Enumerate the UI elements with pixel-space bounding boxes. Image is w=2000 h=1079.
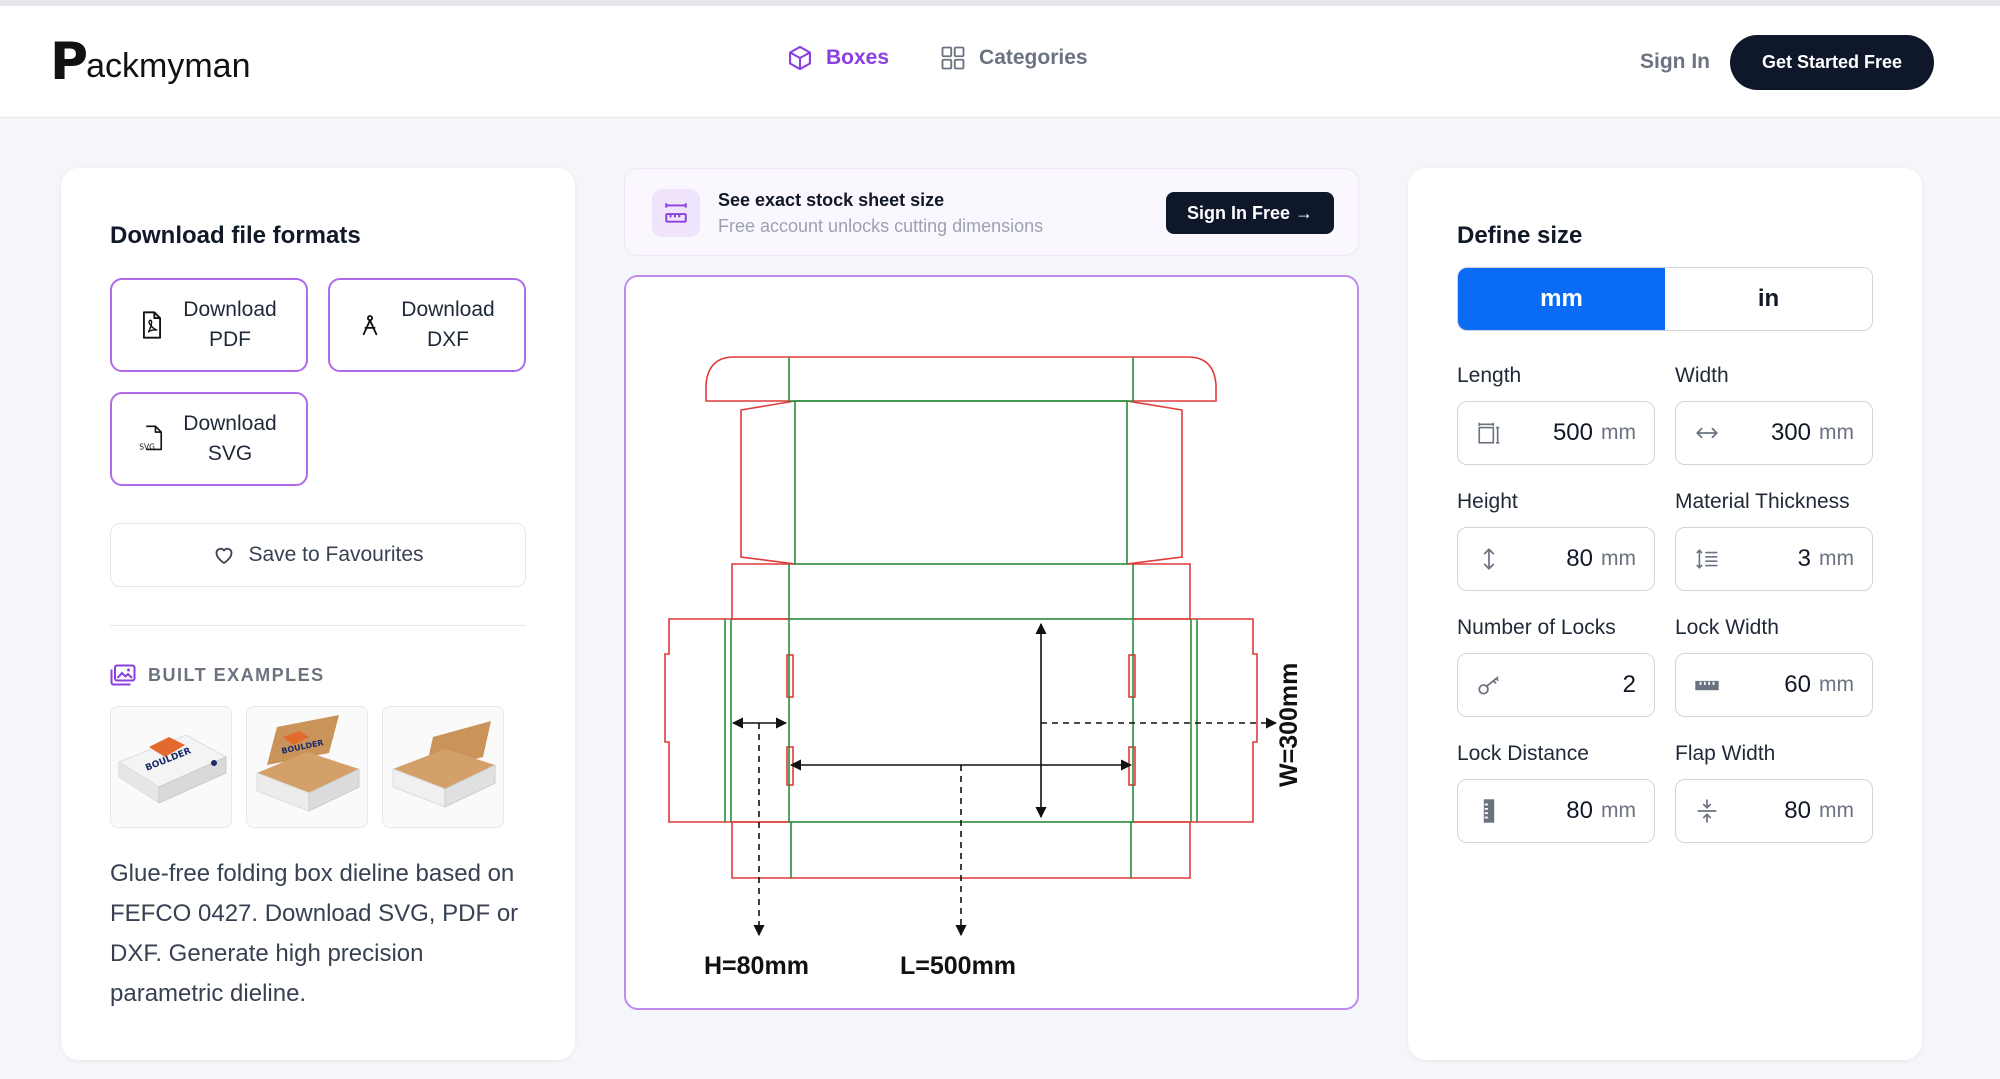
length-label: Length [1457,364,1522,387]
flap-width-unit: mm [1819,799,1854,822]
cube-icon [789,45,811,71]
nav-categories-label: Categories [979,46,1088,69]
width-value: 300 [1770,419,1811,446]
ruler-icon [1695,680,1719,691]
unit-in-option[interactable]: in [1665,268,1872,330]
length-icon [1478,422,1500,444]
open-box-image [392,721,496,808]
vertical-ruler-icon [1483,799,1495,823]
height-unit: mm [1601,547,1636,570]
height-input[interactable]: 80 mm [1457,527,1655,591]
logo[interactable]: P ackmyman [50,32,251,92]
length-dimension-label: L=500mm [900,952,1016,980]
download-svg-label: Download SVG [183,412,277,465]
example-thumbnail[interactable]: BOULDER [110,706,232,828]
define-size-card: Define size mm in Length 500 mm Width 30… [1408,168,1922,1060]
locks-input[interactable]: 2 [1457,653,1655,717]
height-dimension-label: H=80mm [704,952,809,980]
download-svg-button[interactable]: SVG Download SVG [110,392,308,486]
lock-width-label: Lock Width [1675,616,1779,639]
built-examples-label: BUILT EXAMPLES [148,664,325,685]
save-favourites-button[interactable]: Save to Favourites [110,523,526,587]
gallery-icon [110,664,136,686]
nav-categories[interactable]: Categories [939,44,1088,72]
thickness-label: Material Thickness [1675,490,1850,513]
main-nav: Boxes Categories [786,44,1088,72]
vertical-arrows-icon [1483,548,1495,570]
lock-width-input[interactable]: 60 mm [1675,653,1873,717]
dimension-lines [731,622,1278,937]
banner-subtitle: Free account unlocks cutting dimensions [718,216,1044,236]
height-label: Height [1457,490,1518,513]
open-box-image: BOULDER [256,715,360,812]
save-favourites-label: Save to Favourites [248,543,424,566]
flap-width-input[interactable]: 80 mm [1675,779,1873,843]
width-dimension-label: W=300mm [1275,663,1303,787]
divider [110,625,526,626]
horizontal-arrows-icon [1696,427,1718,439]
thickness-input[interactable]: 3 mm [1675,527,1873,591]
unit-mm-option[interactable]: mm [1458,268,1665,330]
lock-distance-input[interactable]: 80 mm [1457,779,1655,843]
heart-icon [216,547,233,564]
download-dxf-button[interactable]: Download DXF [328,278,526,372]
example-thumbnail[interactable] [382,706,504,828]
key-icon [1478,676,1499,695]
dieline-drawing: H=80mm L=500mm W=300mm [664,356,1303,980]
download-dxf-label: Download DXF [401,298,495,351]
locks-label: Number of Locks [1457,616,1616,639]
line-height-icon [1696,549,1718,569]
sign-in-link[interactable]: Sign In [1640,50,1710,73]
split-vertical-icon [1697,799,1717,823]
built-examples-heading: BUILT EXAMPLES [110,664,325,686]
logo-mark: P [50,32,89,92]
pdf-file-icon [143,311,162,339]
width-input[interactable]: 300 mm [1675,401,1873,465]
lock-distance-value: 80 [1566,797,1593,824]
width-label: Width [1675,364,1729,387]
flap-width-value: 80 [1784,797,1811,824]
downloads-title: Download file formats [110,222,361,249]
length-unit: mm [1601,421,1636,444]
compass-icon [362,315,378,336]
lock-distance-label: Lock Distance [1457,742,1589,765]
length-value: 500 [1552,419,1593,446]
crease-lines [724,357,1198,878]
get-started-button[interactable]: Get Started Free [1730,35,1934,90]
downloads-card: Download file formats Download PDF Downl… [61,168,575,1060]
download-pdf-button[interactable]: Download PDF [110,278,308,372]
thickness-value: 3 [1797,545,1811,572]
svg-text:SVG: SVG [139,442,155,451]
nav-boxes[interactable]: Boxes [786,44,889,72]
lock-width-unit: mm [1819,673,1854,696]
header: P ackmyman Boxes Categories Sign In Get … [0,6,2000,118]
dieline-preview[interactable]: H=80mm L=500mm W=300mm [624,275,1359,1010]
locks-value: 2 [1622,671,1636,698]
width-unit: mm [1819,421,1854,444]
grid-icon [941,46,965,70]
download-pdf-label: Download PDF [183,298,277,351]
product-description: Glue-free folding box dieline based on F… [110,860,519,1007]
sign-in-free-button[interactable]: Sign In Free → [1166,192,1334,234]
ruler-icon [652,189,700,237]
lock-width-value: 60 [1784,671,1811,698]
unit-toggle: mm in [1457,267,1873,331]
flap-width-label: Flap Width [1675,742,1776,765]
top-border [0,0,2000,6]
define-size-title: Define size [1457,222,1583,249]
length-input[interactable]: 500 mm [1457,401,1655,465]
nav-boxes-label: Boxes [826,46,890,69]
closed-box-image: BOULDER [117,734,228,804]
logo-text: ackmyman [86,46,251,85]
lock-distance-unit: mm [1601,799,1636,822]
svg-file-icon: SVG [139,425,163,451]
stock-sheet-banner: See exact stock sheet size Free account … [624,168,1359,256]
example-thumbnail[interactable]: BOULDER [246,706,368,828]
height-value: 80 [1566,545,1593,572]
thickness-unit: mm [1819,547,1854,570]
banner-title: See exact stock sheet size [718,190,945,210]
